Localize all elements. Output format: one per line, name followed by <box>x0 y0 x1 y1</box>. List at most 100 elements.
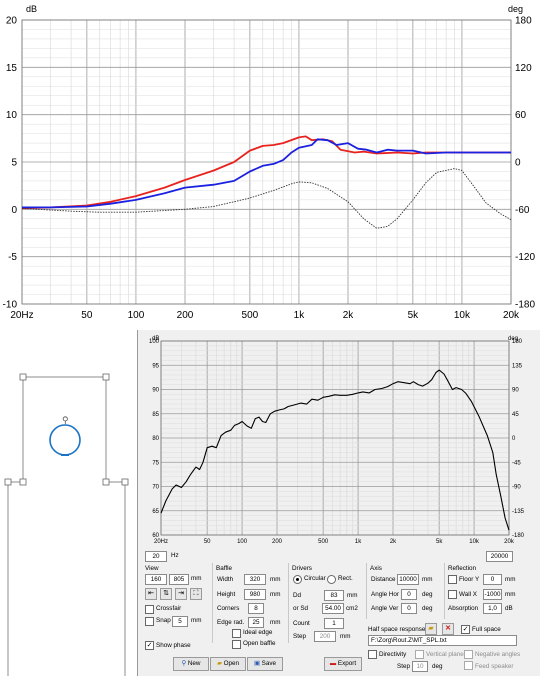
drivers-group-divider <box>288 563 289 643</box>
top-response-chart[interactable]: dB deg 20151050-5-10180120600-60-120-180… <box>0 0 540 326</box>
export-button[interactable]: ▬ Export <box>324 657 362 671</box>
y-tick-label: 75 <box>152 460 159 466</box>
spl-chart[interactable]: dB deg 100 95 90 85 80 75 70 65 60 180 135 90 45 0 -45… <box>138 330 540 546</box>
dir-step-unit: deg <box>432 663 443 670</box>
x-tick-label: 2k <box>343 310 355 321</box>
x-tick-label: 20k <box>503 310 520 321</box>
y2-tick-label: 120 <box>515 63 532 74</box>
delete-icon[interactable]: ✕ <box>442 623 454 635</box>
dd-input[interactable]: 83 <box>324 590 344 601</box>
x-tick-label: 200 <box>177 310 194 321</box>
step-input[interactable]: 200 <box>314 631 336 642</box>
x-tick-label: 100 <box>237 539 248 545</box>
baffle-height-label: Height <box>217 591 236 598</box>
baffle-width-input[interactable]: 320 <box>244 574 266 585</box>
align-left-icon[interactable]: ⇤ <box>145 588 157 600</box>
open-folder-icon[interactable]: ▰ <box>425 623 437 635</box>
absorption-input[interactable]: 1,0 <box>483 603 502 614</box>
open-baffle-label: Open baffle <box>243 640 276 647</box>
y2-tick-label: 60 <box>515 110 527 121</box>
count-input[interactable]: 1 <box>324 618 344 629</box>
crossfair-checkbox[interactable] <box>145 605 154 614</box>
open-button[interactable]: ▰ Open <box>210 657 246 671</box>
spl-right-unit: deg <box>508 336 518 342</box>
resize-handles[interactable] <box>4 373 129 486</box>
floor-input[interactable]: 0 <box>483 574 502 585</box>
reflection-title: Reflection <box>448 565 477 572</box>
fit-view-icon[interactable]: ⛶ <box>190 588 202 600</box>
view-height-input[interactable]: 805 <box>169 574 189 585</box>
sd-unit: cm2 <box>346 605 358 612</box>
export-icon: ▬ <box>329 660 337 667</box>
wall-input[interactable]: -1000 <box>483 589 502 600</box>
x-tick-label: 500 <box>242 310 259 321</box>
absorption-label: Absorption <box>448 605 479 612</box>
directivity-checkbox[interactable] <box>368 650 377 659</box>
snap-checkbox[interactable] <box>145 617 154 626</box>
full-space-label: Full space <box>472 626 501 633</box>
export-button-label: Export <box>337 660 357 667</box>
y-tick-label: -10 <box>3 300 18 311</box>
align-right-icon[interactable]: ⇥ <box>175 588 187 600</box>
view-unit: mm <box>191 575 202 582</box>
driver-circle[interactable] <box>49 424 81 456</box>
baffle-edge-input[interactable]: 25 <box>248 617 264 628</box>
new-button[interactable]: ⚲ New <box>173 657 209 671</box>
floor-checkbox[interactable] <box>448 575 457 584</box>
show-phase-label: Show phase <box>156 642 191 649</box>
y2-tick-label: -90 <box>512 485 521 491</box>
align-center-icon[interactable]: ⇅ <box>160 588 172 600</box>
baffle-edge-unit: mm <box>270 619 281 626</box>
save-button-label: Save <box>261 660 277 667</box>
dir-step-input[interactable]: 10 <box>412 661 428 672</box>
show-phase-checkbox[interactable]: ✓ <box>145 641 154 650</box>
top-right-unit: deg <box>508 4 523 14</box>
negative-angles-checkbox[interactable] <box>464 650 473 659</box>
feed-speaker-label: Feed speaker <box>475 663 514 670</box>
baffle-title: Baffle <box>216 565 232 572</box>
baffle-corners-input[interactable]: 8 <box>248 603 264 614</box>
circular-radio[interactable] <box>293 575 302 584</box>
freq-min-input[interactable]: 20 <box>145 551 167 562</box>
series-line-1 <box>160 369 510 531</box>
freq-max-input[interactable]: 20000 <box>486 551 513 562</box>
negative-angles-label: Negative angles <box>475 651 521 658</box>
feed-speaker-checkbox[interactable] <box>464 661 473 670</box>
angle-hor-input[interactable]: 0 <box>401 589 417 600</box>
open-baffle-checkbox[interactable] <box>232 640 241 649</box>
file-path-field[interactable]: F:\Zorg\Rout.Z\MT_SPL.txt <box>368 635 517 646</box>
sd-input[interactable]: 54.00 <box>322 603 344 614</box>
y-tick-label: 15 <box>6 63 18 74</box>
ideal-edge-checkbox[interactable] <box>232 629 241 638</box>
floor-unit: mm <box>505 576 516 583</box>
full-space-checkbox[interactable]: ✓ <box>461 625 470 634</box>
distance-input[interactable]: 10000 <box>397 574 419 585</box>
rect-label: Rect. <box>338 575 353 582</box>
vertical-planes-checkbox[interactable] <box>415 650 424 659</box>
x-tick-label: 500 <box>318 539 329 545</box>
axis-title: Axis <box>370 565 382 572</box>
baffle-height-unit: mm <box>270 591 281 598</box>
y2-tick-label: 90 <box>512 388 519 394</box>
rect-radio[interactable] <box>327 575 336 584</box>
snap-input[interactable]: 5 <box>172 616 188 627</box>
new-button-label: New <box>187 660 201 667</box>
wall-checkbox[interactable] <box>448 590 457 599</box>
y2-tick-label: 0 <box>512 436 516 442</box>
baffle-view[interactable]: ⚲ <box>0 330 137 676</box>
y-tick-label: 0 <box>11 205 17 216</box>
y2-tick-label: 180 <box>515 16 532 27</box>
save-button[interactable]: ▣ Save <box>247 657 283 671</box>
ideal-edge-label: Ideal edge <box>243 629 273 636</box>
baffle-height-input[interactable]: 980 <box>244 589 266 600</box>
baffle-edge-label: Edge rad. <box>217 619 245 626</box>
series-line-1 <box>21 135 511 210</box>
sd-label: or Sd <box>293 605 309 612</box>
x-tick-label: 20Hz <box>10 310 33 321</box>
angle-ver-input[interactable]: 0 <box>401 603 417 614</box>
y-tick-label: 5 <box>11 158 17 169</box>
y2-tick-label: -135 <box>512 509 525 515</box>
snap-unit: mm <box>191 617 202 624</box>
view-width-input[interactable]: 160 <box>145 574 167 585</box>
view-title: View <box>145 565 159 572</box>
